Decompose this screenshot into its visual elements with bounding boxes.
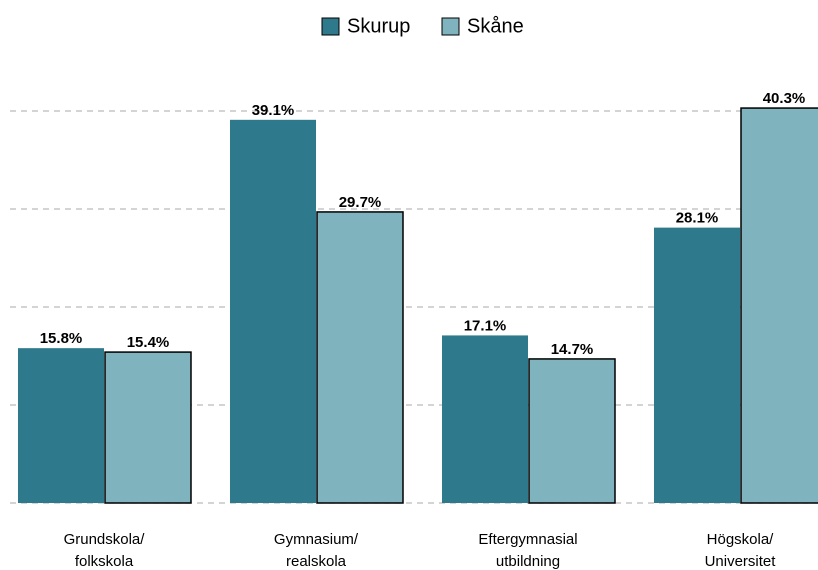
- bar: [740, 107, 818, 504]
- legend-label: Skåne: [467, 15, 524, 37]
- data-label: 40.3%: [763, 90, 806, 107]
- bar: [528, 358, 616, 504]
- data-label: 29.7%: [339, 194, 382, 211]
- bar: [104, 351, 192, 504]
- x-tick-label: Eftergymnasial: [478, 531, 577, 548]
- x-tick-label: utbildning: [496, 553, 560, 570]
- bar: [230, 119, 316, 503]
- data-label: 15.8%: [40, 330, 83, 347]
- legend-swatch: [441, 17, 460, 36]
- x-tick-label: Gymnasium/: [274, 531, 359, 548]
- legend-swatch: [321, 17, 340, 36]
- x-tick-label: Universitet: [705, 553, 777, 570]
- data-label: 28.1%: [676, 210, 719, 227]
- bar: [654, 227, 740, 503]
- bar: [442, 335, 528, 503]
- data-label: 39.1%: [252, 102, 295, 119]
- legend-label: Skurup: [347, 15, 410, 37]
- x-tick-label: folkskola: [75, 553, 134, 570]
- x-tick-label: realskola: [286, 553, 347, 570]
- x-tick-label: Högskola/: [707, 531, 775, 548]
- data-label: 14.7%: [551, 341, 594, 358]
- data-label: 17.1%: [464, 317, 507, 334]
- x-tick-label: Grundskola/: [64, 531, 146, 548]
- bar: [18, 348, 104, 503]
- bar: [316, 211, 404, 504]
- data-label: 15.4%: [127, 334, 170, 351]
